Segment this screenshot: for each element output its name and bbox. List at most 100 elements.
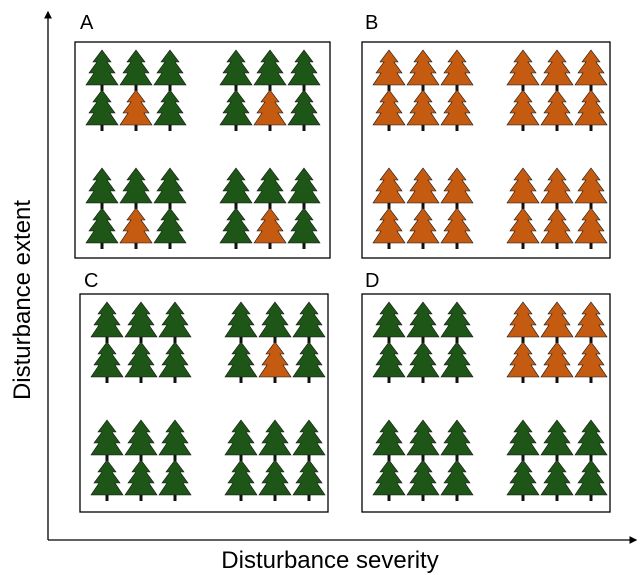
panel-box (79, 293, 329, 513)
tree (85, 49, 119, 91)
tree (406, 207, 440, 249)
panel-box (74, 41, 331, 259)
tree (540, 49, 574, 91)
tree (292, 301, 326, 343)
panel-label: D (365, 270, 379, 292)
tree (540, 419, 574, 461)
tree (574, 207, 608, 249)
tree (406, 89, 440, 131)
tree (253, 167, 287, 209)
tree (292, 341, 326, 383)
tree (506, 207, 540, 249)
tree (287, 207, 321, 249)
tree (119, 207, 153, 249)
tree (85, 167, 119, 209)
y-axis-label: Disturbance extent (9, 200, 36, 400)
tree (258, 419, 292, 461)
tree (540, 167, 574, 209)
tree (406, 419, 440, 461)
tree (119, 167, 153, 209)
tree (506, 459, 540, 501)
tree (406, 301, 440, 343)
tree (224, 301, 258, 343)
panel-label: B (365, 12, 378, 34)
tree (440, 89, 474, 131)
tree (224, 419, 258, 461)
tree (124, 419, 158, 461)
tree (406, 49, 440, 91)
tree (506, 49, 540, 91)
tree (372, 341, 406, 383)
tree (90, 341, 124, 383)
panel-box (361, 293, 611, 513)
tree (574, 301, 608, 343)
tree (540, 301, 574, 343)
tree (540, 459, 574, 501)
tree (153, 89, 187, 131)
tree (540, 89, 574, 131)
trees (85, 49, 608, 501)
tree (124, 301, 158, 343)
tree (124, 341, 158, 383)
tree (440, 301, 474, 343)
tree (372, 419, 406, 461)
tree (219, 49, 253, 91)
tree (406, 341, 440, 383)
tree (158, 301, 192, 343)
tree (574, 419, 608, 461)
tree (85, 89, 119, 131)
tree (287, 167, 321, 209)
tree (253, 49, 287, 91)
tree (372, 207, 406, 249)
tree (153, 167, 187, 209)
tree (506, 419, 540, 461)
tree (540, 341, 574, 383)
tree (292, 459, 326, 501)
tree (287, 89, 321, 131)
tree (158, 419, 192, 461)
tree (506, 341, 540, 383)
tree (90, 301, 124, 343)
tree (90, 419, 124, 461)
tree (224, 459, 258, 501)
tree (158, 459, 192, 501)
tree (372, 49, 406, 91)
tree (540, 207, 574, 249)
tree (124, 459, 158, 501)
tree (85, 207, 119, 249)
tree (219, 89, 253, 131)
tree (158, 341, 192, 383)
tree (406, 167, 440, 209)
tree (372, 459, 406, 501)
tree (90, 459, 124, 501)
tree (219, 207, 253, 249)
tree (258, 341, 292, 383)
x-axis-label: Disturbance severity (221, 547, 438, 574)
tree (574, 341, 608, 383)
tree (372, 301, 406, 343)
tree (440, 167, 474, 209)
tree (372, 89, 406, 131)
tree (287, 49, 321, 91)
tree (258, 459, 292, 501)
tree (153, 207, 187, 249)
tree (253, 89, 287, 131)
panel-label: A (80, 12, 94, 34)
tree (440, 341, 474, 383)
tree (506, 167, 540, 209)
tree (406, 459, 440, 501)
tree (224, 341, 258, 383)
tree (440, 459, 474, 501)
tree (506, 89, 540, 131)
panel-box (361, 41, 611, 259)
tree (440, 207, 474, 249)
tree (258, 301, 292, 343)
tree (574, 89, 608, 131)
tree (574, 49, 608, 91)
tree (119, 89, 153, 131)
tree (253, 207, 287, 249)
tree (440, 49, 474, 91)
panel-label: C (84, 270, 98, 292)
tree (506, 301, 540, 343)
